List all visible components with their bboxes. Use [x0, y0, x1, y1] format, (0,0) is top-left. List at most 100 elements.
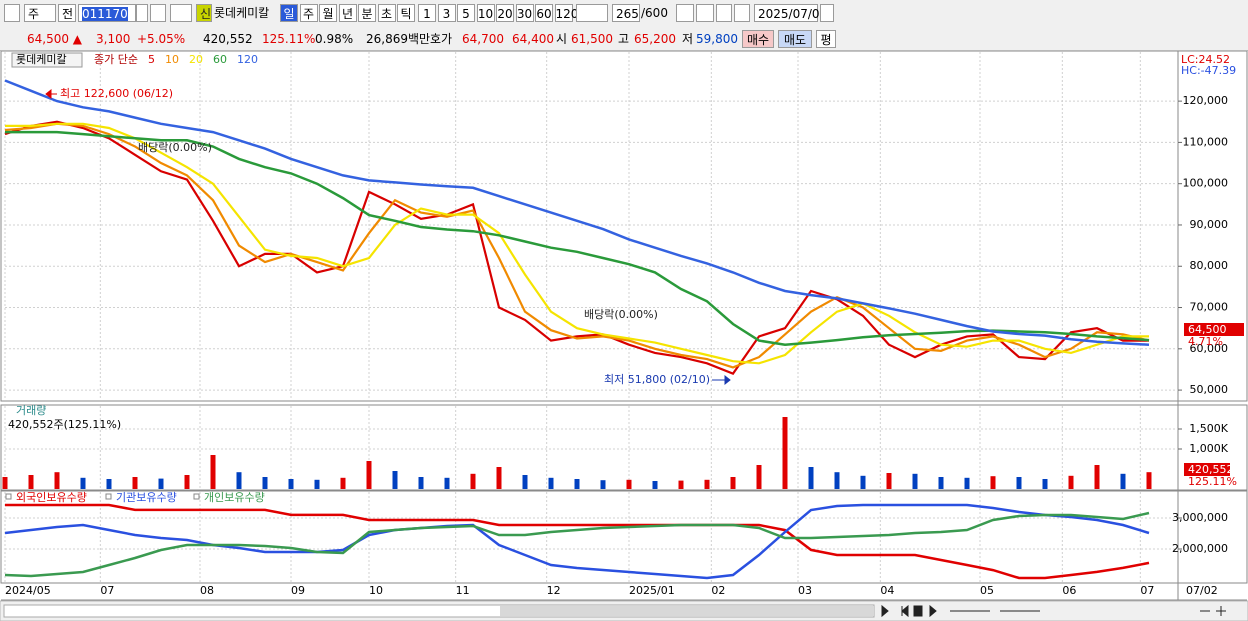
- change: 3,100: [96, 32, 131, 46]
- toolbar-button[interactable]: 1: [418, 4, 436, 22]
- legend-box: [11, 52, 83, 68]
- volume-bar: [158, 478, 164, 489]
- y-tick-label: 70,000: [1190, 301, 1229, 314]
- pane-title: 거래량: [16, 404, 46, 417]
- toolbar-button[interactable]: 10: [476, 4, 495, 22]
- series-line: [5, 122, 1149, 365]
- count-input[interactable]: 265: [612, 4, 640, 22]
- volume-bar: [1016, 477, 1022, 489]
- settings-icon[interactable]: [734, 4, 750, 22]
- toolbar-button[interactable]: 60: [535, 4, 553, 22]
- calendar-button[interactable]: [820, 4, 834, 22]
- toolbar-button[interactable]: 초: [377, 4, 396, 22]
- code-text: 011170: [82, 7, 128, 21]
- legend-entry: 120: [237, 53, 258, 66]
- y-tick-label: 90,000: [1190, 218, 1229, 231]
- last-volume-pct: 125.11%: [1188, 475, 1237, 488]
- ask-label: 호가: [430, 32, 453, 46]
- volume-bar: [756, 465, 762, 489]
- volume-bar: [964, 477, 970, 489]
- eval-button[interactable]: 평: [816, 30, 836, 48]
- tool-icon[interactable]: [696, 4, 714, 22]
- legend-entry: 10: [165, 53, 179, 66]
- menu-icon[interactable]: [4, 4, 20, 22]
- toolbar-button[interactable]: 월: [319, 4, 337, 22]
- volume-bar: [652, 481, 658, 489]
- annotation: 배당락(0.00%): [138, 141, 212, 154]
- legend-square: [105, 493, 112, 500]
- volume-bar: [574, 479, 580, 489]
- volume-bar: [392, 471, 398, 489]
- volume-bar: [210, 455, 216, 489]
- volume-bar: [860, 475, 866, 489]
- volume-bar: [626, 479, 632, 489]
- toolbar-button[interactable]: 5: [457, 4, 475, 22]
- x-tick-label: 2024/05: [5, 584, 51, 597]
- toolbar-button[interactable]: 틱: [397, 4, 415, 22]
- x-tick-label: 11: [456, 584, 470, 597]
- interval-dropdown[interactable]: [576, 4, 608, 22]
- volume-bar: [704, 479, 710, 489]
- change-pct: +5.05%: [137, 32, 186, 46]
- legend-square: [193, 493, 200, 500]
- x-tick-label: 06: [1062, 584, 1076, 597]
- x-tick-label: 02: [711, 584, 725, 597]
- save-icon[interactable]: [716, 4, 732, 22]
- scroll-icons[interactable]: [881, 604, 1226, 618]
- range-button[interactable]: 전: [58, 4, 76, 22]
- badge: 신: [196, 4, 212, 22]
- market-select[interactable]: 주: [24, 4, 56, 22]
- volume-bar: [2, 477, 8, 489]
- annotation: 배당락(0.00%): [584, 308, 658, 321]
- volume-bar: [522, 475, 528, 489]
- hc-label: HC:-47.39: [1181, 64, 1236, 77]
- code-input[interactable]: 011170: [78, 4, 136, 22]
- annotation-arrow: [712, 374, 731, 386]
- toolbar-button[interactable]: 3: [437, 4, 456, 22]
- toolbar-button[interactable]: 20: [496, 4, 514, 22]
- buy-button[interactable]: 매수: [742, 30, 774, 48]
- last-pct: 4.71%: [1188, 335, 1223, 348]
- sound-button[interactable]: [170, 4, 192, 22]
- volume-bar: [288, 479, 294, 489]
- sell-button[interactable]: 매도: [778, 30, 812, 48]
- toolbar-button[interactable]: 120: [554, 4, 578, 22]
- legend-entry: 20: [189, 53, 203, 66]
- code-dropdown[interactable]: [136, 4, 148, 22]
- search-button[interactable]: [150, 4, 166, 22]
- legend-entry: 개인보유수량: [204, 491, 265, 504]
- count-max: /600: [641, 6, 668, 20]
- toolbar-button[interactable]: 분: [358, 4, 376, 22]
- chart-bg: [0, 50, 1248, 621]
- volume-bar: [1120, 473, 1126, 489]
- low-label: 저: [682, 32, 694, 46]
- toolbar-button[interactable]: 일: [280, 4, 298, 22]
- series-line: [5, 503, 1150, 580]
- y-tick-label: 1,000K: [1189, 442, 1228, 455]
- chart-layer: 2024/05 07 08 09 10 11 12 2025/01 02 03 04 05 06 07 07…: [0, 50, 1248, 601]
- volume-bar: [236, 472, 242, 489]
- pane-title: 롯데케미칼: [16, 53, 67, 66]
- scroll-thumb[interactable]: [500, 606, 874, 616]
- volume-bar: [730, 477, 736, 489]
- toolbar-button[interactable]: 년: [338, 4, 357, 22]
- volume-bar: [184, 475, 190, 489]
- annotation: 최고 122,600 (06/12): [60, 87, 173, 100]
- toolbar-button[interactable]: 30: [515, 4, 534, 22]
- series-line: [4, 511, 1150, 578]
- y-tick-label: 100,000: [1183, 177, 1229, 190]
- toolbar-button[interactable]: 주: [299, 4, 318, 22]
- x-tick-label: 03: [798, 584, 812, 597]
- date-input[interactable]: 2025/07/02: [754, 4, 827, 22]
- volume-bar: [548, 477, 554, 489]
- volume-bar: [340, 477, 346, 489]
- x-tick-label: 08: [200, 584, 214, 597]
- legend-entry: 5: [148, 53, 155, 66]
- tool-icon[interactable]: [676, 4, 694, 22]
- open-label: 시: [556, 32, 568, 46]
- quote-bar: 64,500 ▲ 3,100 +5.05% 420,552 125.11% 0.…: [0, 28, 1248, 51]
- y-tick-label: 110,000: [1183, 135, 1229, 148]
- series-line: [4, 122, 1150, 369]
